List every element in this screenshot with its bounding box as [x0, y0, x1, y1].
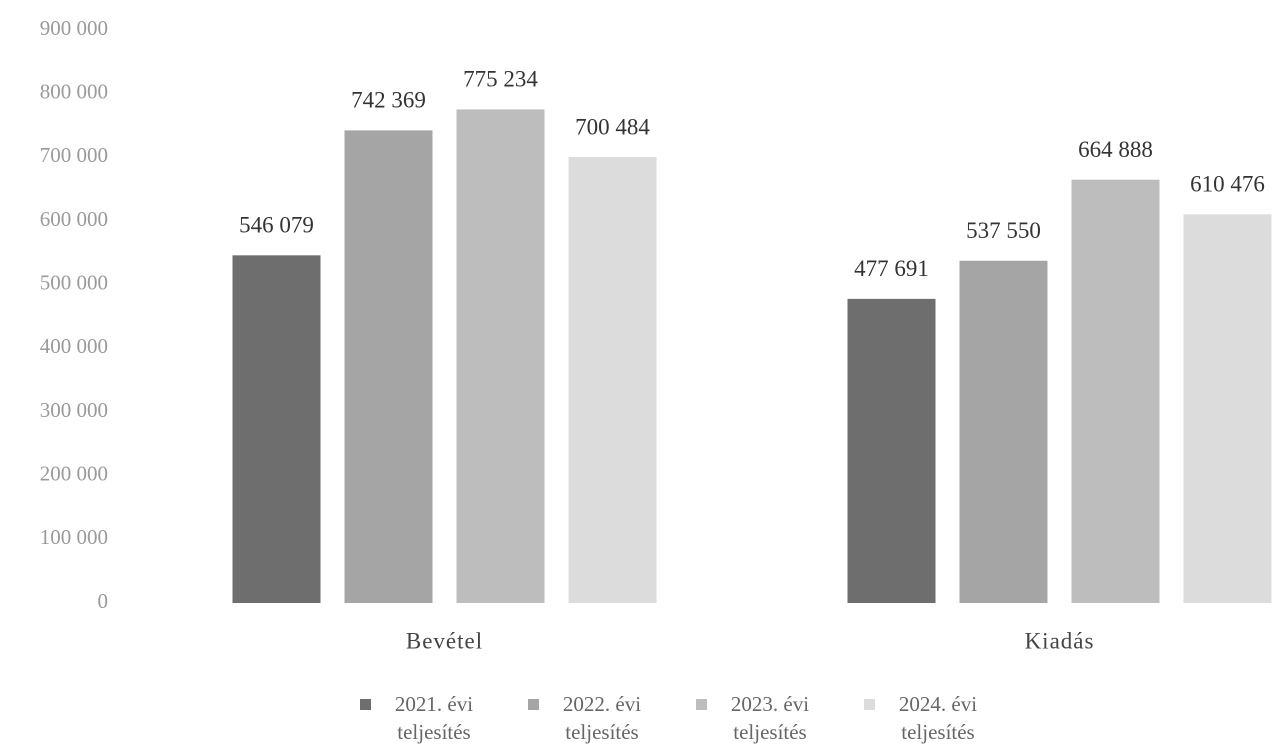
legend-label: 2022. évi teljesítés: [562, 692, 642, 744]
data-label: 742 369: [351, 88, 426, 113]
legend-item: 2022. évi teljesítés: [528, 690, 696, 746]
data-label: 546 079: [239, 213, 314, 238]
legend-swatch: [528, 699, 539, 710]
y-tick-label: 600 000: [40, 207, 108, 231]
y-tick-label: 300 000: [40, 398, 108, 422]
bar: [456, 109, 545, 603]
legend-label: 2024. évi teljesítés: [898, 692, 978, 744]
bar: [344, 130, 433, 603]
data-label: 610 476: [1190, 172, 1265, 197]
data-label: 775 234: [463, 67, 538, 92]
y-tick-label: 400 000: [40, 334, 108, 358]
x-tick-label: Bevétel: [406, 628, 483, 653]
y-tick-label: 200 000: [40, 461, 108, 485]
data-label: 477 691: [854, 256, 929, 281]
bar: [1183, 214, 1272, 604]
y-tick-label: 800 000: [40, 79, 108, 103]
y-tick-label: 900 000: [40, 16, 108, 40]
data-label: 664 888: [1078, 137, 1153, 162]
bar: [959, 260, 1048, 603]
bar: [232, 255, 321, 603]
legend: 2021. évi teljesítés 2022. évi teljesítés…: [360, 690, 1060, 746]
x-tick-label: Kiadás: [1025, 628, 1095, 653]
legend-item: 2023. évi teljesítés: [696, 690, 864, 746]
data-label: 700 484: [575, 114, 650, 139]
bar: [1071, 179, 1160, 603]
legend-label: 2021. évi teljesítés: [394, 692, 474, 744]
y-tick-label: 100 000: [40, 525, 108, 549]
legend-swatch: [360, 699, 371, 710]
legend-item: 2024. évi teljesítés: [864, 690, 1032, 746]
y-tick-label: 500 000: [40, 270, 108, 294]
legend-label: 2023. évi teljesítés: [730, 692, 810, 744]
bar: [568, 157, 657, 603]
data-label: 537 550: [966, 218, 1041, 243]
legend-item: 2021. évi teljesítés: [360, 690, 528, 746]
legend-swatch: [696, 699, 707, 710]
y-tick-label: 0: [98, 589, 109, 613]
y-tick-label: 700 000: [40, 143, 108, 167]
legend-swatch: [864, 699, 875, 710]
bar: [847, 298, 936, 603]
